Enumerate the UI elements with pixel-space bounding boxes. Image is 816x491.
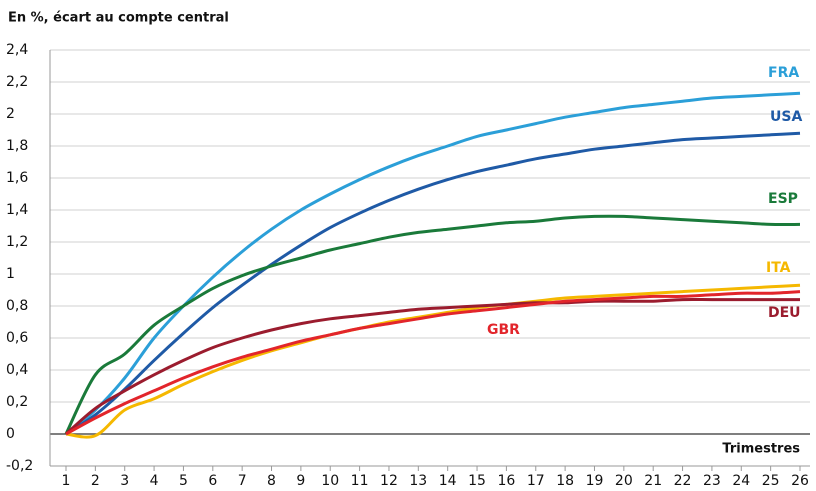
y-tick-label: 1,8 xyxy=(6,138,28,154)
y-tick-label: 1 xyxy=(6,266,15,282)
x-tick-label: 22 xyxy=(674,473,692,489)
y-tick-label: -0,2 xyxy=(6,458,33,474)
x-axis-label: Trimestres xyxy=(722,442,800,457)
x-tick-label: 23 xyxy=(703,473,721,489)
x-tick-label: 13 xyxy=(409,473,427,489)
y-tick-label: 1,6 xyxy=(6,170,28,186)
series-label: DEU xyxy=(768,305,801,321)
y-tick-label: 0,6 xyxy=(6,330,28,346)
y-tick-label: 1,4 xyxy=(6,202,28,218)
x-tick-label: 10 xyxy=(321,473,339,489)
x-tick-label: 14 xyxy=(439,473,457,489)
y-tick-label: 2,4 xyxy=(6,42,28,58)
series-label: ESP xyxy=(768,191,798,207)
y-tick-label: 0,8 xyxy=(6,298,28,314)
series-line xyxy=(65,297,800,436)
x-tick-label: 17 xyxy=(527,473,545,489)
x-tick-label: 26 xyxy=(791,473,809,489)
y-tick-label: 2,2 xyxy=(6,74,28,90)
x-tick-label: 12 xyxy=(380,473,398,489)
x-tick-label: 21 xyxy=(644,473,662,489)
x-tick-label: 1 xyxy=(62,473,71,489)
y-tick-label: 0,4 xyxy=(6,362,28,378)
series-label: GBR xyxy=(487,322,520,338)
x-tick-label: 11 xyxy=(351,473,369,489)
x-tick-label: 25 xyxy=(762,473,780,489)
series-label: USA xyxy=(770,109,802,125)
x-tick-label: 5 xyxy=(179,473,188,489)
x-tick-label: 2 xyxy=(91,473,100,489)
series-label: ITA xyxy=(766,260,791,276)
x-tick-label: 15 xyxy=(468,473,486,489)
x-tick-label: 18 xyxy=(556,473,574,489)
series-line xyxy=(65,131,801,436)
y-tick-label: 0 xyxy=(6,426,15,442)
chart-title: En %, écart au compte central xyxy=(8,11,229,26)
y-tick-label: 2 xyxy=(6,106,15,122)
y-tick-label: 1,2 xyxy=(6,234,28,250)
x-tick-label: 3 xyxy=(120,473,129,489)
x-tick-label: 7 xyxy=(238,473,247,489)
x-tick-label: 24 xyxy=(732,473,750,489)
x-tick-label: 8 xyxy=(267,473,276,489)
x-tick-label: 16 xyxy=(497,473,515,489)
x-tick-label: 20 xyxy=(615,473,633,489)
series-line xyxy=(65,91,801,436)
series-line xyxy=(64,214,801,435)
series-line xyxy=(65,290,801,436)
series-label: FRA xyxy=(768,65,799,81)
y-tick-label: 0,2 xyxy=(6,394,28,410)
x-tick-label: 19 xyxy=(586,473,604,489)
x-tick-label: 9 xyxy=(296,473,305,489)
x-tick-label: 6 xyxy=(208,473,217,489)
x-tick-label: 4 xyxy=(150,473,159,489)
